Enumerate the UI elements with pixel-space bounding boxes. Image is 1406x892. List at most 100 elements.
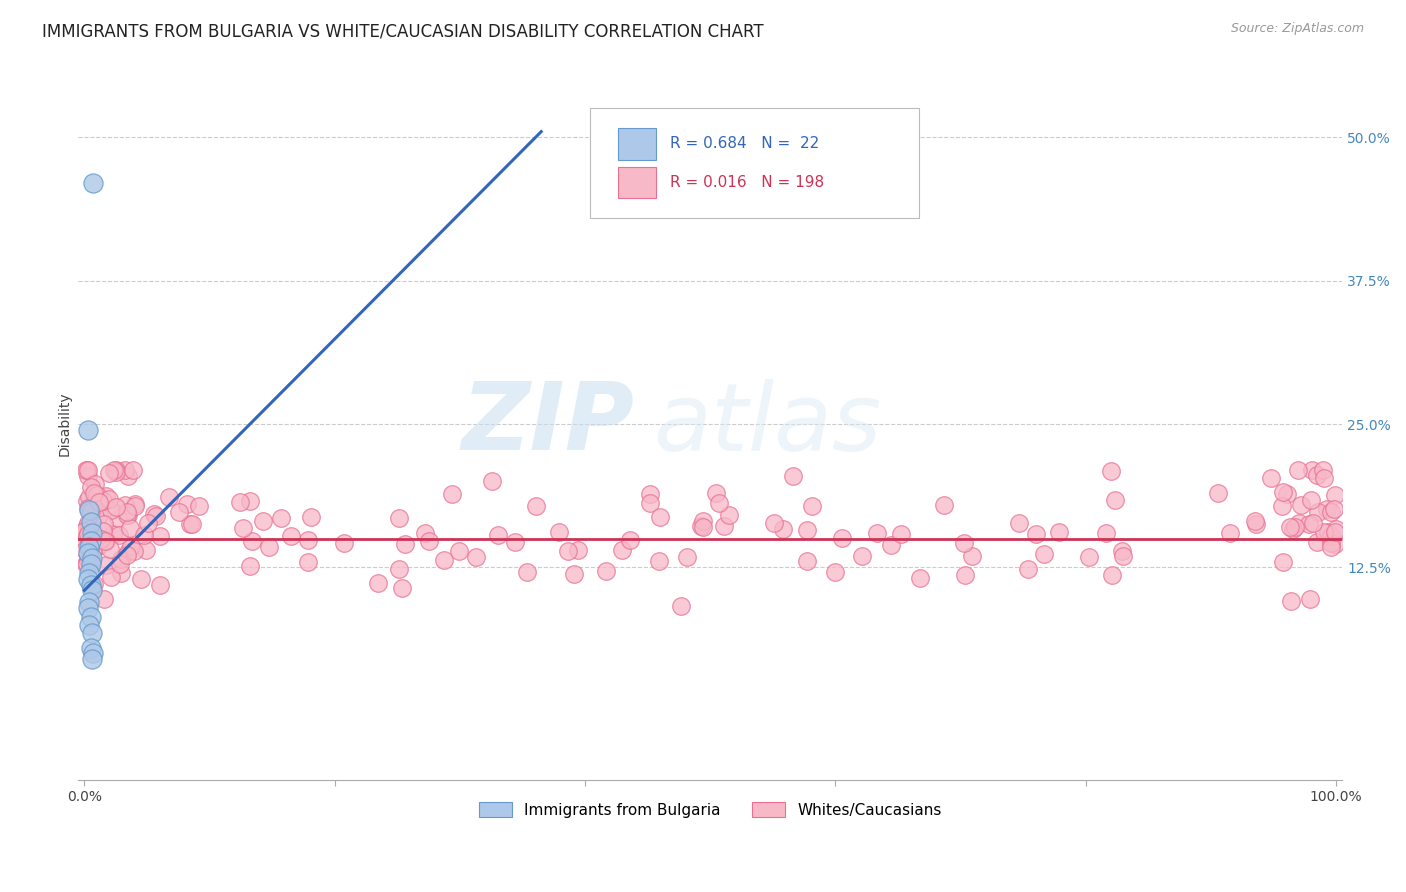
- Point: [610, 542, 633, 557]
- Point: [77, 522, 100, 536]
- Point: [76, 539, 98, 553]
- Point: [557, 543, 579, 558]
- Point: [638, 487, 661, 501]
- Bar: [617, 167, 655, 198]
- Point: [93, 516, 115, 531]
- Point: [717, 508, 740, 522]
- Text: atlas: atlas: [654, 378, 882, 469]
- Point: [1298, 516, 1320, 531]
- Point: [880, 538, 903, 552]
- Point: [91, 492, 114, 507]
- Point: [98, 541, 121, 556]
- Point: [1219, 526, 1241, 541]
- Point: [77, 490, 100, 504]
- Point: [1095, 525, 1118, 540]
- Point: [79, 640, 101, 655]
- Point: [82, 543, 104, 558]
- Point: [77, 572, 100, 586]
- Point: [179, 516, 201, 531]
- Point: [110, 552, 132, 566]
- Point: [595, 565, 617, 579]
- Point: [114, 463, 136, 477]
- Point: [115, 505, 138, 519]
- Point: [1302, 516, 1324, 530]
- Point: [692, 514, 714, 528]
- Point: [135, 542, 157, 557]
- Point: [1313, 524, 1336, 539]
- Point: [240, 534, 263, 549]
- Point: [1288, 516, 1310, 530]
- Point: [103, 463, 125, 477]
- Point: [503, 534, 526, 549]
- Point: [707, 496, 730, 510]
- Point: [1017, 561, 1039, 575]
- Point: [108, 528, 131, 542]
- Point: [124, 496, 146, 510]
- Point: [1301, 463, 1323, 477]
- Point: [75, 558, 97, 572]
- Point: [713, 519, 735, 533]
- Point: [388, 562, 411, 576]
- Point: [82, 498, 104, 512]
- Point: [79, 515, 101, 529]
- Point: [689, 518, 711, 533]
- Point: [547, 524, 569, 539]
- Point: [676, 549, 699, 564]
- Point: [567, 542, 589, 557]
- Point: [76, 463, 98, 477]
- Point: [1320, 540, 1343, 554]
- Point: [1286, 463, 1309, 477]
- Point: [1306, 505, 1329, 519]
- Point: [333, 536, 356, 550]
- Point: [77, 526, 100, 541]
- Point: [83, 477, 105, 491]
- Point: [1244, 517, 1267, 532]
- Text: IMMIGRANTS FROM BULGARIA VS WHITE/CAUCASIAN DISABILITY CORRELATION CHART: IMMIGRANTS FROM BULGARIA VS WHITE/CAUCAS…: [42, 22, 763, 40]
- Point: [79, 566, 101, 581]
- Point: [117, 545, 139, 559]
- Point: [1025, 526, 1047, 541]
- Point: [79, 557, 101, 571]
- Point: [413, 526, 436, 541]
- Point: [1289, 498, 1312, 512]
- Point: [79, 480, 101, 494]
- Point: [75, 463, 97, 477]
- Point: [447, 544, 470, 558]
- Point: [98, 491, 121, 506]
- Point: [80, 554, 103, 568]
- Point: [79, 534, 101, 549]
- Point: [1317, 524, 1340, 539]
- Point: [93, 591, 115, 606]
- Point: [772, 522, 794, 536]
- Point: [1299, 493, 1322, 508]
- Point: [77, 532, 100, 546]
- Point: [108, 557, 131, 571]
- Point: [76, 501, 98, 516]
- Point: [1324, 488, 1347, 502]
- Point: [82, 176, 104, 190]
- Point: [132, 528, 155, 542]
- Point: [299, 509, 322, 524]
- Point: [1008, 516, 1031, 530]
- Point: [115, 549, 138, 563]
- Point: [481, 475, 503, 489]
- Point: [84, 505, 107, 519]
- Point: [824, 566, 846, 580]
- Point: [79, 595, 101, 609]
- Text: Source: ZipAtlas.com: Source: ZipAtlas.com: [1230, 22, 1364, 36]
- Point: [865, 525, 887, 540]
- Point: [441, 487, 464, 501]
- Point: [1299, 592, 1322, 607]
- Point: [73, 532, 96, 546]
- Point: [90, 533, 112, 547]
- Point: [120, 540, 142, 554]
- Point: [105, 466, 128, 480]
- Point: [77, 516, 100, 531]
- Point: [76, 557, 98, 571]
- Point: [117, 469, 139, 483]
- Point: [1275, 487, 1298, 501]
- Point: [80, 504, 103, 518]
- Legend: Immigrants from Bulgaria, Whites/Caucasians: Immigrants from Bulgaria, Whites/Caucasi…: [471, 794, 949, 825]
- Point: [1099, 464, 1122, 478]
- Point: [391, 581, 413, 595]
